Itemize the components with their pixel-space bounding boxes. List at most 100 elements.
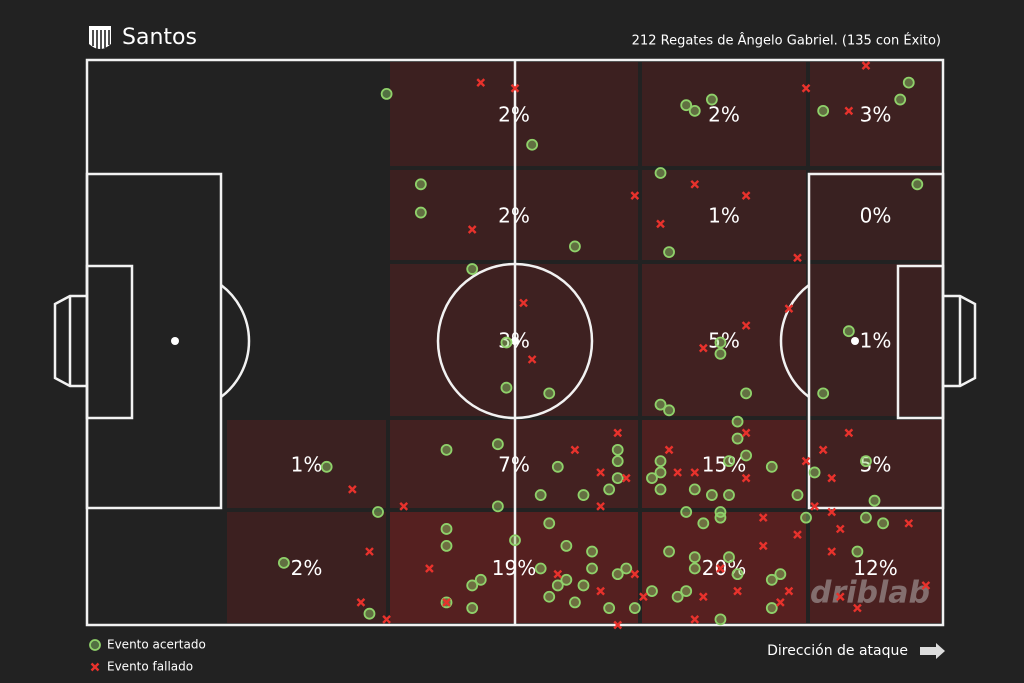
success-point <box>372 506 384 518</box>
fail-point <box>399 502 409 511</box>
zone-label: 12% <box>853 556 897 580</box>
success-point <box>654 167 667 179</box>
zone-label: 2% <box>708 103 740 127</box>
fail-point <box>801 83 811 93</box>
success-point <box>611 455 624 468</box>
success-point <box>808 466 821 479</box>
fail-point <box>810 502 819 511</box>
fail-point <box>639 592 648 602</box>
fail-point <box>776 598 785 607</box>
zone <box>810 264 941 416</box>
attack-direction: Dirección de ataque <box>767 643 908 659</box>
success-point <box>697 517 710 530</box>
fail-point <box>793 253 802 263</box>
zone-label: 3% <box>860 103 892 127</box>
success-point <box>474 573 487 586</box>
fail-point <box>853 603 862 613</box>
success-point <box>654 398 667 411</box>
chart-subtitle: 212 Regates de Ângelo Gabriel. (135 con … <box>632 33 941 49</box>
success-point <box>569 240 581 253</box>
success-point <box>320 460 333 473</box>
fail-point <box>716 564 725 573</box>
success-point <box>723 489 735 501</box>
fail-point <box>510 83 520 93</box>
success-point <box>646 472 658 485</box>
zone-label: 1% <box>860 329 892 353</box>
fail-point <box>861 61 871 70</box>
success-point <box>654 466 667 479</box>
success-point <box>791 489 804 501</box>
fail-point <box>741 428 751 438</box>
fail-point <box>741 321 751 330</box>
success-point <box>551 579 564 592</box>
fail-point <box>613 428 623 438</box>
fail-point <box>664 445 674 455</box>
success-point <box>414 178 427 191</box>
fail-point <box>698 592 708 602</box>
success-point <box>551 460 564 473</box>
success-point <box>817 387 830 400</box>
success-point <box>688 562 701 575</box>
success-point <box>688 483 701 496</box>
zone-label: 1% <box>291 453 323 477</box>
success-point <box>851 545 864 558</box>
fail-point <box>741 473 751 483</box>
success-point <box>860 511 872 524</box>
zone <box>642 62 806 166</box>
fail-point <box>382 615 391 624</box>
success-point <box>543 517 556 530</box>
success-point <box>363 607 376 620</box>
success-point <box>705 489 718 501</box>
fail-point <box>758 513 768 522</box>
success-point <box>491 500 504 513</box>
success-point <box>723 551 735 564</box>
success-point <box>663 545 675 558</box>
success-point <box>654 455 667 468</box>
zone-label: 7% <box>498 453 530 477</box>
fail-point <box>827 507 837 517</box>
zone-label: 3% <box>498 329 530 353</box>
fail-point <box>553 569 563 579</box>
success-point <box>603 602 616 614</box>
success-point <box>569 596 581 609</box>
success-point <box>894 93 907 106</box>
fail-point <box>921 581 931 590</box>
success-point <box>500 381 513 394</box>
success-point <box>277 556 290 569</box>
zone <box>810 420 941 508</box>
success-point <box>765 573 778 586</box>
fail-point <box>527 355 537 364</box>
fail-point <box>844 106 854 116</box>
success-point <box>663 404 675 417</box>
zone-label: 19% <box>492 556 536 580</box>
fail-point <box>844 428 854 438</box>
success-point <box>877 517 889 530</box>
fail-point <box>690 179 700 189</box>
zone-label: 15% <box>702 453 746 477</box>
success-point <box>705 93 718 106</box>
chart-title: Santos <box>122 25 197 50</box>
fail-point <box>793 530 802 539</box>
attack-arrow <box>920 643 945 659</box>
success-point <box>902 76 915 89</box>
fail-point <box>621 473 631 483</box>
fail-point <box>784 304 794 313</box>
success-point <box>466 263 479 275</box>
success-point <box>491 438 504 451</box>
fail-point <box>442 598 451 607</box>
fail-point <box>630 191 640 200</box>
success-point <box>611 568 624 581</box>
zone-label: 2% <box>291 556 323 580</box>
success-point <box>620 562 633 575</box>
fail-point <box>741 191 751 200</box>
success-point <box>731 432 744 445</box>
success-point <box>440 523 453 535</box>
zone <box>810 512 941 623</box>
success-point <box>714 347 727 360</box>
success-point <box>688 551 701 564</box>
fail-point <box>365 547 374 556</box>
success-point <box>500 336 513 349</box>
zone <box>642 170 806 260</box>
success-point <box>611 472 624 485</box>
fail-point <box>519 298 528 308</box>
